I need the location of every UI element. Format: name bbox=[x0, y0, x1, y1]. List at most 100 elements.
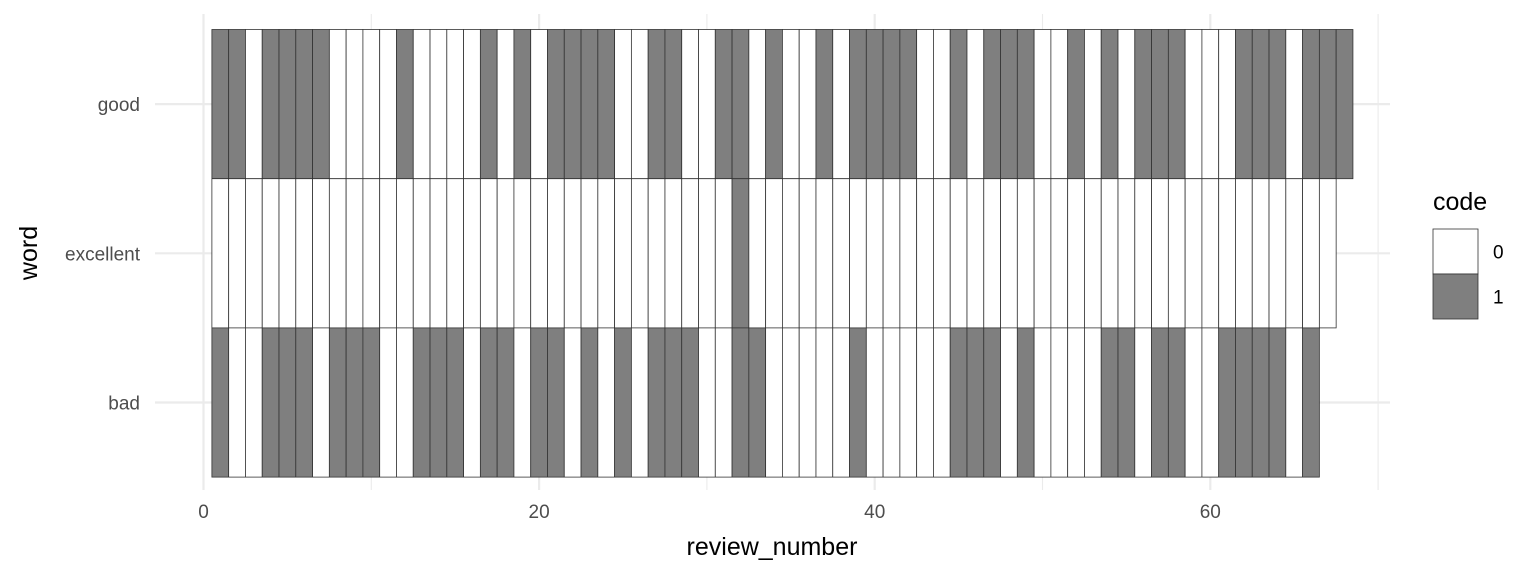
tile bbox=[799, 179, 816, 328]
tile bbox=[1303, 30, 1320, 179]
tile bbox=[464, 328, 481, 477]
legend: code 01 bbox=[1433, 188, 1504, 319]
tile bbox=[1168, 328, 1185, 477]
tile bbox=[1185, 30, 1202, 179]
tile bbox=[1235, 30, 1252, 179]
tile bbox=[279, 328, 296, 477]
tile bbox=[1118, 179, 1135, 328]
tile bbox=[229, 179, 246, 328]
tile bbox=[917, 328, 934, 477]
tile bbox=[699, 179, 716, 328]
tile bbox=[531, 328, 548, 477]
tile bbox=[1101, 328, 1118, 477]
tile bbox=[564, 328, 581, 477]
tile bbox=[245, 30, 262, 179]
tile bbox=[682, 30, 699, 179]
tile bbox=[816, 179, 833, 328]
tile bbox=[866, 179, 883, 328]
tile bbox=[279, 30, 296, 179]
tile bbox=[313, 30, 330, 179]
tile bbox=[413, 328, 430, 477]
tile bbox=[1135, 328, 1152, 477]
tile bbox=[833, 179, 850, 328]
tile bbox=[833, 328, 850, 477]
y-tick-label: good bbox=[98, 95, 140, 116]
tiles bbox=[212, 30, 1353, 478]
tile bbox=[245, 328, 262, 477]
tile bbox=[933, 30, 950, 179]
tile bbox=[1269, 179, 1286, 328]
tile bbox=[296, 328, 313, 477]
tile bbox=[900, 30, 917, 179]
tile bbox=[1017, 30, 1034, 179]
tile bbox=[900, 179, 917, 328]
tile bbox=[967, 179, 984, 328]
tile bbox=[363, 328, 380, 477]
tile bbox=[1168, 179, 1185, 328]
tile bbox=[883, 30, 900, 179]
tile bbox=[1135, 179, 1152, 328]
tile bbox=[581, 30, 598, 179]
tile bbox=[615, 179, 632, 328]
tile bbox=[631, 179, 648, 328]
tile bbox=[1219, 328, 1236, 477]
tile bbox=[1202, 30, 1219, 179]
tile bbox=[631, 30, 648, 179]
tile bbox=[212, 179, 229, 328]
tile bbox=[547, 179, 564, 328]
tile bbox=[1068, 30, 1085, 179]
tile bbox=[766, 328, 783, 477]
tile bbox=[1269, 30, 1286, 179]
tile bbox=[665, 328, 682, 477]
legend-key-0 bbox=[1433, 229, 1478, 274]
tile bbox=[1152, 30, 1169, 179]
tile bbox=[346, 179, 363, 328]
tile bbox=[262, 30, 279, 179]
tile bbox=[1051, 179, 1068, 328]
tile bbox=[1084, 328, 1101, 477]
legend-label-1: 1 bbox=[1493, 288, 1504, 309]
tile bbox=[514, 328, 531, 477]
tile bbox=[598, 328, 615, 477]
tile bbox=[950, 179, 967, 328]
tile bbox=[984, 179, 1001, 328]
tile bbox=[766, 30, 783, 179]
tile bbox=[581, 179, 598, 328]
tile bbox=[1034, 179, 1051, 328]
tile bbox=[464, 30, 481, 179]
tile bbox=[396, 30, 413, 179]
tile bbox=[648, 328, 665, 477]
tile bbox=[1202, 179, 1219, 328]
tile bbox=[1185, 179, 1202, 328]
tile bbox=[279, 179, 296, 328]
tile bbox=[396, 328, 413, 477]
tile bbox=[447, 328, 464, 477]
legend-entries: 01 bbox=[1433, 229, 1504, 319]
x-tick-labels: 0 20 40 60 bbox=[198, 502, 1221, 523]
tile bbox=[229, 328, 246, 477]
tile bbox=[749, 179, 766, 328]
x-tick-label: 40 bbox=[864, 502, 885, 523]
tile bbox=[564, 179, 581, 328]
tile bbox=[313, 179, 330, 328]
tile bbox=[380, 328, 397, 477]
tile bbox=[413, 30, 430, 179]
tile bbox=[699, 328, 716, 477]
tile bbox=[497, 328, 514, 477]
tile bbox=[313, 328, 330, 477]
tile bbox=[1118, 328, 1135, 477]
tile bbox=[363, 179, 380, 328]
tile bbox=[1286, 30, 1303, 179]
tile bbox=[984, 328, 1001, 477]
tile bbox=[866, 328, 883, 477]
tile bbox=[850, 179, 867, 328]
tile bbox=[1286, 328, 1303, 477]
tile bbox=[212, 30, 229, 179]
tile bbox=[480, 179, 497, 328]
tile bbox=[816, 328, 833, 477]
tile bbox=[715, 328, 732, 477]
tile bbox=[782, 328, 799, 477]
tile bbox=[514, 30, 531, 179]
tile bbox=[1185, 328, 1202, 477]
